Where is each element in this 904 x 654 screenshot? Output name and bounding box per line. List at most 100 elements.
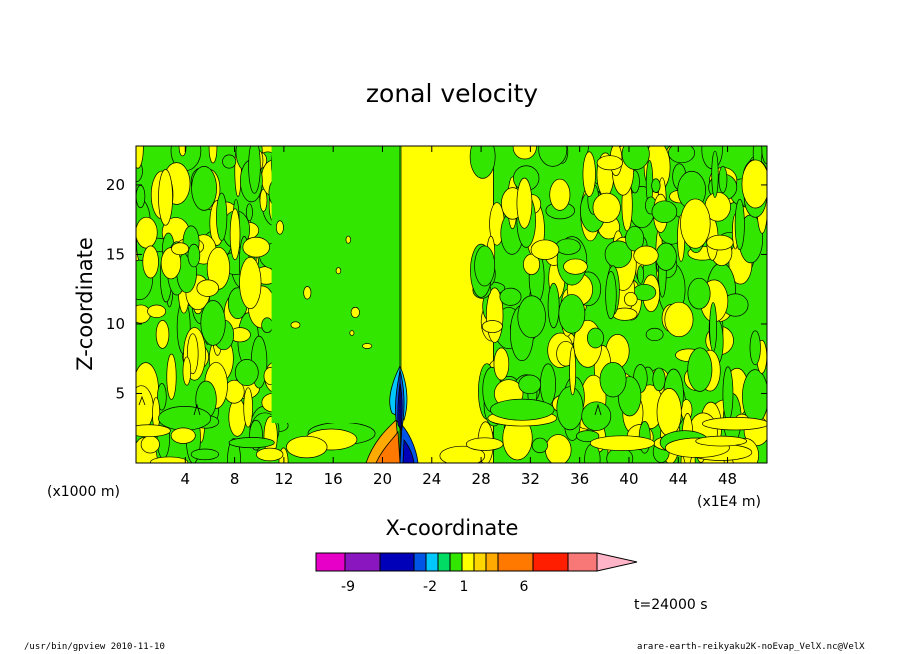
field-patch bbox=[166, 353, 177, 400]
field-patch bbox=[516, 177, 533, 229]
field-patch bbox=[142, 245, 159, 279]
x-tick-label: 48 bbox=[718, 470, 737, 488]
chart-title: zonal velocity bbox=[366, 79, 538, 108]
field-patch bbox=[243, 387, 253, 428]
field-patch bbox=[596, 155, 624, 171]
field-patch bbox=[140, 435, 160, 454]
field-patch bbox=[150, 456, 189, 463]
colorbar-swatch bbox=[567, 552, 598, 572]
field-patch bbox=[178, 146, 187, 157]
colorbar-tick-label: -9 bbox=[341, 579, 355, 595]
field-patch bbox=[136, 385, 154, 432]
x-tick-label: 40 bbox=[619, 470, 638, 488]
colorbar-swatch bbox=[425, 552, 439, 572]
field-patch bbox=[604, 240, 633, 269]
x-tick-label: 4 bbox=[181, 470, 191, 488]
field-patch bbox=[493, 347, 510, 381]
field-patch bbox=[651, 178, 661, 193]
field-patch bbox=[239, 256, 262, 310]
vortex-mark bbox=[193, 403, 201, 416]
velocity-field bbox=[136, 146, 767, 463]
field-patch bbox=[286, 435, 328, 459]
field-patch bbox=[569, 346, 577, 396]
field-patch bbox=[275, 220, 284, 235]
field-patch bbox=[335, 267, 342, 275]
field-patch bbox=[222, 154, 237, 169]
field-patch bbox=[576, 430, 600, 443]
field-patch bbox=[499, 287, 522, 306]
field-patch bbox=[582, 151, 596, 197]
colorbar-swatch bbox=[532, 552, 569, 572]
field-patch bbox=[362, 343, 373, 349]
colorbar-swatch bbox=[497, 552, 534, 572]
field-patch bbox=[469, 146, 496, 179]
colorbar-arrow bbox=[596, 552, 638, 572]
field-patch bbox=[136, 146, 144, 169]
field-patch bbox=[651, 200, 678, 224]
field-patch bbox=[722, 366, 734, 422]
footer-left: /usr/bin/gpview 2010-11-10 bbox=[24, 642, 165, 652]
field-patch bbox=[261, 317, 274, 334]
field-patch bbox=[687, 347, 713, 392]
x-tick-label: 24 bbox=[422, 470, 441, 488]
plot-frame bbox=[135, 145, 768, 464]
field-patch bbox=[605, 271, 617, 320]
field-patch bbox=[623, 291, 638, 307]
field-patch bbox=[349, 330, 355, 336]
field-patch bbox=[687, 277, 711, 310]
field-patch bbox=[547, 282, 560, 329]
field-patch bbox=[531, 437, 548, 454]
field-patch bbox=[182, 356, 192, 386]
x-tick-label: 28 bbox=[472, 470, 491, 488]
y-unit-label: (x1000 m) bbox=[47, 484, 120, 500]
y-tick-label: 15 bbox=[106, 245, 125, 263]
green-region bbox=[271, 146, 401, 423]
field-patch bbox=[645, 327, 664, 342]
field-patch bbox=[718, 165, 728, 194]
field-patch bbox=[191, 166, 217, 211]
footer-right: arare-earth-reikyaku2K-noEvap_VelX.nc@Ve… bbox=[637, 642, 865, 652]
field-patch bbox=[711, 150, 719, 198]
y-tick-label: 5 bbox=[115, 384, 125, 402]
vortex-mark bbox=[138, 395, 146, 406]
field-patch bbox=[599, 362, 627, 398]
field-patch bbox=[216, 192, 228, 242]
y-axis: 5 10 15 20 bbox=[106, 176, 767, 402]
colorbar-swatch bbox=[379, 552, 415, 572]
field-patch bbox=[170, 427, 196, 444]
y-tick-label: 10 bbox=[106, 315, 125, 333]
field-patch bbox=[474, 245, 496, 287]
field-patch bbox=[709, 302, 718, 352]
field-patch bbox=[136, 424, 171, 438]
field-patch bbox=[530, 239, 560, 260]
field-patch bbox=[563, 258, 588, 275]
x-tick-label: 44 bbox=[669, 470, 688, 488]
x-tick-label: 32 bbox=[521, 470, 540, 488]
field-patch bbox=[581, 401, 612, 431]
field-patch bbox=[489, 398, 555, 421]
field-patch bbox=[245, 203, 253, 222]
small-vortices bbox=[138, 395, 602, 416]
field-patch bbox=[290, 321, 301, 329]
x-tick-label: 8 bbox=[230, 470, 240, 488]
field-patch bbox=[586, 327, 605, 349]
x-tick-label: 16 bbox=[324, 470, 343, 488]
field-patch bbox=[242, 236, 270, 258]
field-patch bbox=[538, 146, 568, 167]
field-patch bbox=[208, 146, 218, 164]
field-patch bbox=[345, 235, 351, 244]
field-patch bbox=[668, 146, 696, 164]
field-patch bbox=[556, 386, 584, 431]
colorbar-swatch bbox=[437, 552, 451, 572]
colorbar-tick-label: 6 bbox=[520, 579, 529, 595]
field-patch bbox=[187, 243, 201, 268]
y-axis-label: Z-coordinate bbox=[73, 237, 97, 371]
x-tick-label: 36 bbox=[570, 470, 589, 488]
field-patch bbox=[637, 265, 645, 284]
colorbar-tick-label: 1 bbox=[460, 579, 469, 595]
field-patch bbox=[652, 367, 666, 392]
y-tick-label: 20 bbox=[106, 176, 125, 194]
field-patch bbox=[481, 320, 503, 333]
field-patch bbox=[518, 374, 542, 395]
